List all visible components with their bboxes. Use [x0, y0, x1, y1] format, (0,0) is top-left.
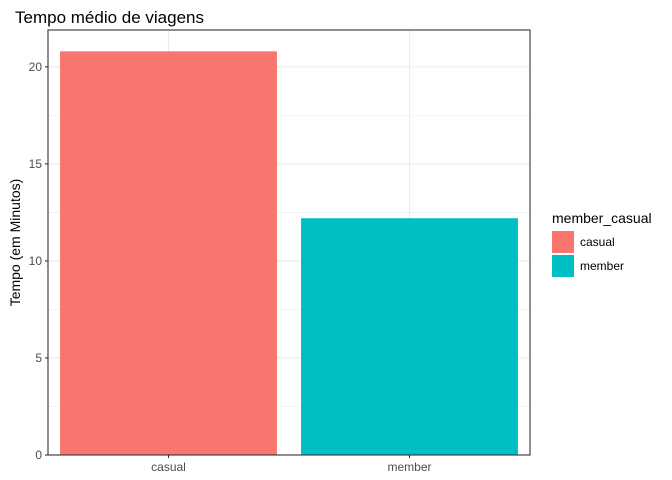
y-tick-label: 10: [29, 254, 43, 268]
plot-panel-border: [47, 29, 531, 456]
legend-label-casual: casual: [580, 235, 615, 249]
bar-member: [301, 218, 518, 455]
x-axis: casual member: [151, 455, 432, 474]
legend-key-member: [552, 255, 574, 277]
legend-key-casual: [552, 231, 574, 253]
y-axis-title: Tempo (em Minutos): [7, 179, 23, 307]
bars: [60, 51, 518, 455]
bar-casual: [60, 51, 277, 455]
chart-title: Tempo médio de viagens: [15, 8, 204, 27]
x-tick-label-casual: casual: [151, 460, 186, 474]
y-tick-label: 15: [29, 157, 43, 171]
y-tick-label: 5: [35, 351, 42, 365]
legend-label-member: member: [580, 259, 624, 273]
y-tick-label: 20: [29, 60, 43, 74]
x-tick-label-member: member: [387, 460, 431, 474]
y-axis: 0 5 10 15 20: [29, 60, 48, 462]
legend: member_casual casual member: [552, 210, 652, 277]
legend-title: member_casual: [552, 210, 652, 226]
y-tick-label: 0: [35, 448, 42, 462]
